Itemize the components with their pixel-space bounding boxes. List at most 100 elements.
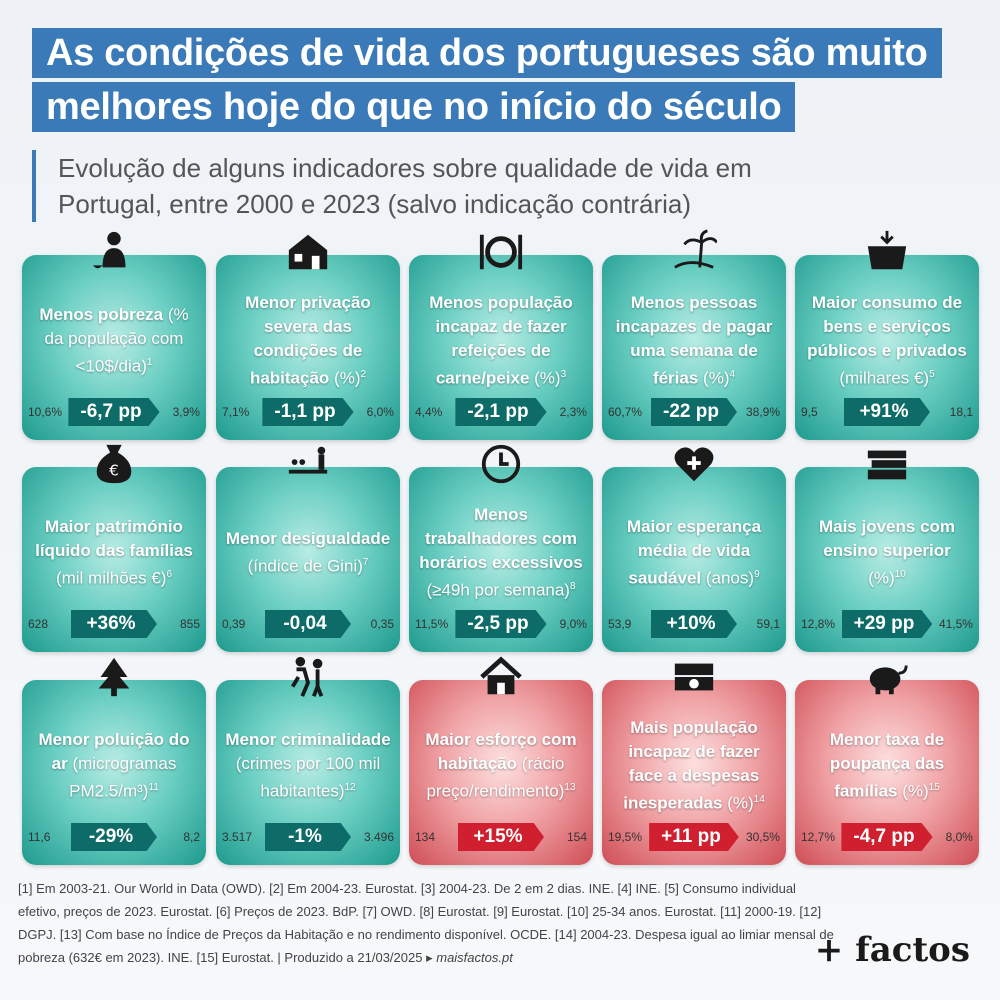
footnote-ref: 12	[344, 782, 356, 794]
indicator-card: Maior esforço com habitação (rácio preço…	[409, 656, 593, 865]
start-value: 19,5%	[608, 830, 643, 844]
change-badge: +15%	[458, 823, 544, 851]
end-value: 30,5%	[745, 830, 780, 844]
source-url[interactable]: maisfactos.pt	[436, 950, 513, 965]
change-badge: +91%	[844, 398, 930, 426]
start-value: 7,1%	[222, 405, 250, 419]
indicator-unit: (%)	[868, 568, 895, 588]
start-value: 60,7%	[608, 405, 643, 419]
indicator-grid: Menos pobreza (% da população com <10$/d…	[22, 229, 980, 865]
indicator-card: Menos pessoas incapazes de pagar uma sem…	[602, 229, 786, 440]
indicator-values: 12,8% +29 pp 41,5%	[801, 610, 973, 638]
shopping-basket-icon	[864, 229, 910, 275]
title-line-2: melhores hoje do que no início do século	[32, 82, 796, 132]
change-badge: -29%	[71, 823, 157, 851]
indicator-values: 0,39 -0,04 0,35	[222, 610, 394, 638]
start-value: 12,7%	[801, 830, 836, 844]
indicator-unit: (%)	[529, 368, 561, 388]
indicator-values: 628 +36% 855	[28, 610, 200, 638]
end-value: 855	[179, 617, 200, 631]
inequality-scale-icon	[285, 441, 331, 487]
indicator-label: Menor poluição do ar (microgramas PM2.5/…	[30, 712, 198, 820]
banknotes-icon	[671, 654, 717, 700]
end-value: 0,35	[370, 617, 394, 631]
brand-logo: + factos	[814, 930, 970, 970]
indicator-label: Maior esforço com habitação (rácio preço…	[417, 712, 585, 820]
indicator-values: 9,5 +91% 18,1	[801, 398, 973, 426]
indicator-title: Menor taxa de poupança das famílias	[829, 730, 945, 801]
indicator-label: Mais população incapaz de fazer face a d…	[610, 712, 778, 820]
indicator-unit: (%)	[722, 793, 754, 813]
end-value: 38,9%	[745, 405, 780, 419]
footnote-ref: 3	[560, 369, 567, 381]
indicator-card: Mais população incapaz de fazer face a d…	[602, 663, 786, 865]
indicator-title: Menos trabalhadores com horários excessi…	[419, 505, 583, 573]
indicator-card: € Maior património líquido das famílias (…	[22, 444, 206, 652]
indicator-unit: (%)	[698, 368, 730, 388]
start-value: 628	[28, 617, 49, 631]
poverty-person-icon	[91, 229, 137, 275]
change-badge: +11 pp	[649, 823, 739, 851]
change-badge: +29 pp	[841, 610, 933, 638]
footnote: [1] Em 2003-21. Our World in Data (OWD).…	[18, 877, 838, 969]
change-badge: -4,7 pp	[841, 823, 933, 851]
indicator-unit: (%)	[897, 781, 929, 801]
footnote-ref: 8	[569, 581, 576, 593]
indicator-label: Menor privação severa das condições de h…	[224, 287, 392, 395]
footnote-ref: 6	[166, 569, 173, 581]
change-badge: +36%	[71, 610, 157, 638]
footnote-ref: 9	[754, 569, 760, 581]
change-badge: +10%	[651, 610, 737, 638]
indicator-values: 4,4% -2,1 pp 2,3%	[415, 398, 587, 426]
plate-cutlery-icon	[478, 229, 524, 275]
indicator-unit: (índice de Gini)	[247, 556, 363, 576]
indicator-values: 53,9 +10% 59,1	[608, 610, 780, 638]
indicator-values: 19,5% +11 pp 30,5%	[608, 823, 780, 851]
indicator-card: Menor taxa de poupança das famílias (%) 1…	[795, 665, 979, 865]
indicator-unit: (crimes por 100 mil habitantes)	[235, 754, 381, 801]
indicator-label: Menor desigualdade (índice de Gini)7	[224, 499, 392, 607]
start-value: 10,6%	[28, 405, 63, 419]
indicator-label: Maior património líquido das famílias (m…	[30, 499, 198, 607]
indicator-title: Menor criminalidade	[225, 730, 391, 750]
indicator-unit: (%)	[329, 368, 361, 388]
indicator-card: Mais jovens com ensino superior (%)10 12,…	[795, 450, 979, 652]
change-badge: -1,1 pp	[262, 398, 354, 426]
indicator-title: Mais jovens com ensino superior	[818, 517, 956, 561]
start-value: 12,8%	[801, 617, 836, 631]
broken-house-icon	[285, 229, 331, 275]
start-value: 134	[415, 830, 436, 844]
title-line-1: As condições de vida dos portugueses são…	[32, 28, 942, 78]
indicator-values: 10,6% -6,7 pp 3,9%	[28, 398, 200, 426]
indicator-label: Menor criminalidade (crimes por 100 mil …	[224, 712, 392, 820]
indicator-unit: (anos)	[701, 568, 755, 588]
indicator-title: Maior consumo de bens e serviços público…	[807, 293, 967, 361]
change-badge: -2,5 pp	[455, 610, 547, 638]
indicator-unit: (rácio preço/rendimento)	[426, 754, 565, 801]
indicator-values: 134 +15% 154	[415, 823, 587, 851]
change-badge: -0,04	[265, 610, 351, 638]
money-bag-icon: €	[91, 441, 137, 487]
indicator-title: Menor poluição do ar	[38, 730, 190, 774]
change-badge: -6,7 pp	[68, 398, 160, 426]
change-badge: -1%	[265, 823, 351, 851]
end-value: 41,5%	[938, 617, 973, 631]
change-badge: -22 pp	[651, 398, 737, 426]
footnote-text: [1] Em 2003-21. Our World in Data (OWD).…	[18, 881, 834, 965]
end-value: 8,2	[183, 830, 200, 844]
indicator-card: Maior esperança média de vida saudável (…	[602, 447, 786, 652]
indicator-label: Menos trabalhadores com horários excessi…	[417, 499, 585, 607]
indicator-title: Menor desigualdade	[225, 529, 391, 549]
indicator-unit: (mil milhões €)	[55, 568, 167, 588]
start-value: 53,9	[608, 617, 632, 631]
tree-icon	[91, 654, 137, 700]
end-value: 2,3%	[559, 405, 587, 419]
change-badge: -2,1 pp	[455, 398, 547, 426]
footnote-ref: 11	[148, 782, 159, 794]
thief-icon	[285, 654, 331, 700]
start-value: 3.517	[222, 830, 253, 844]
indicator-values: 3.517 -1% 3.496	[222, 823, 394, 851]
indicator-title: Menos população incapaz de fazer refeiçõ…	[429, 293, 573, 388]
indicator-label: Menor taxa de poupança das famílias (%)1…	[803, 712, 971, 820]
indicator-card: Menos trabalhadores com horários excessi…	[409, 444, 593, 652]
